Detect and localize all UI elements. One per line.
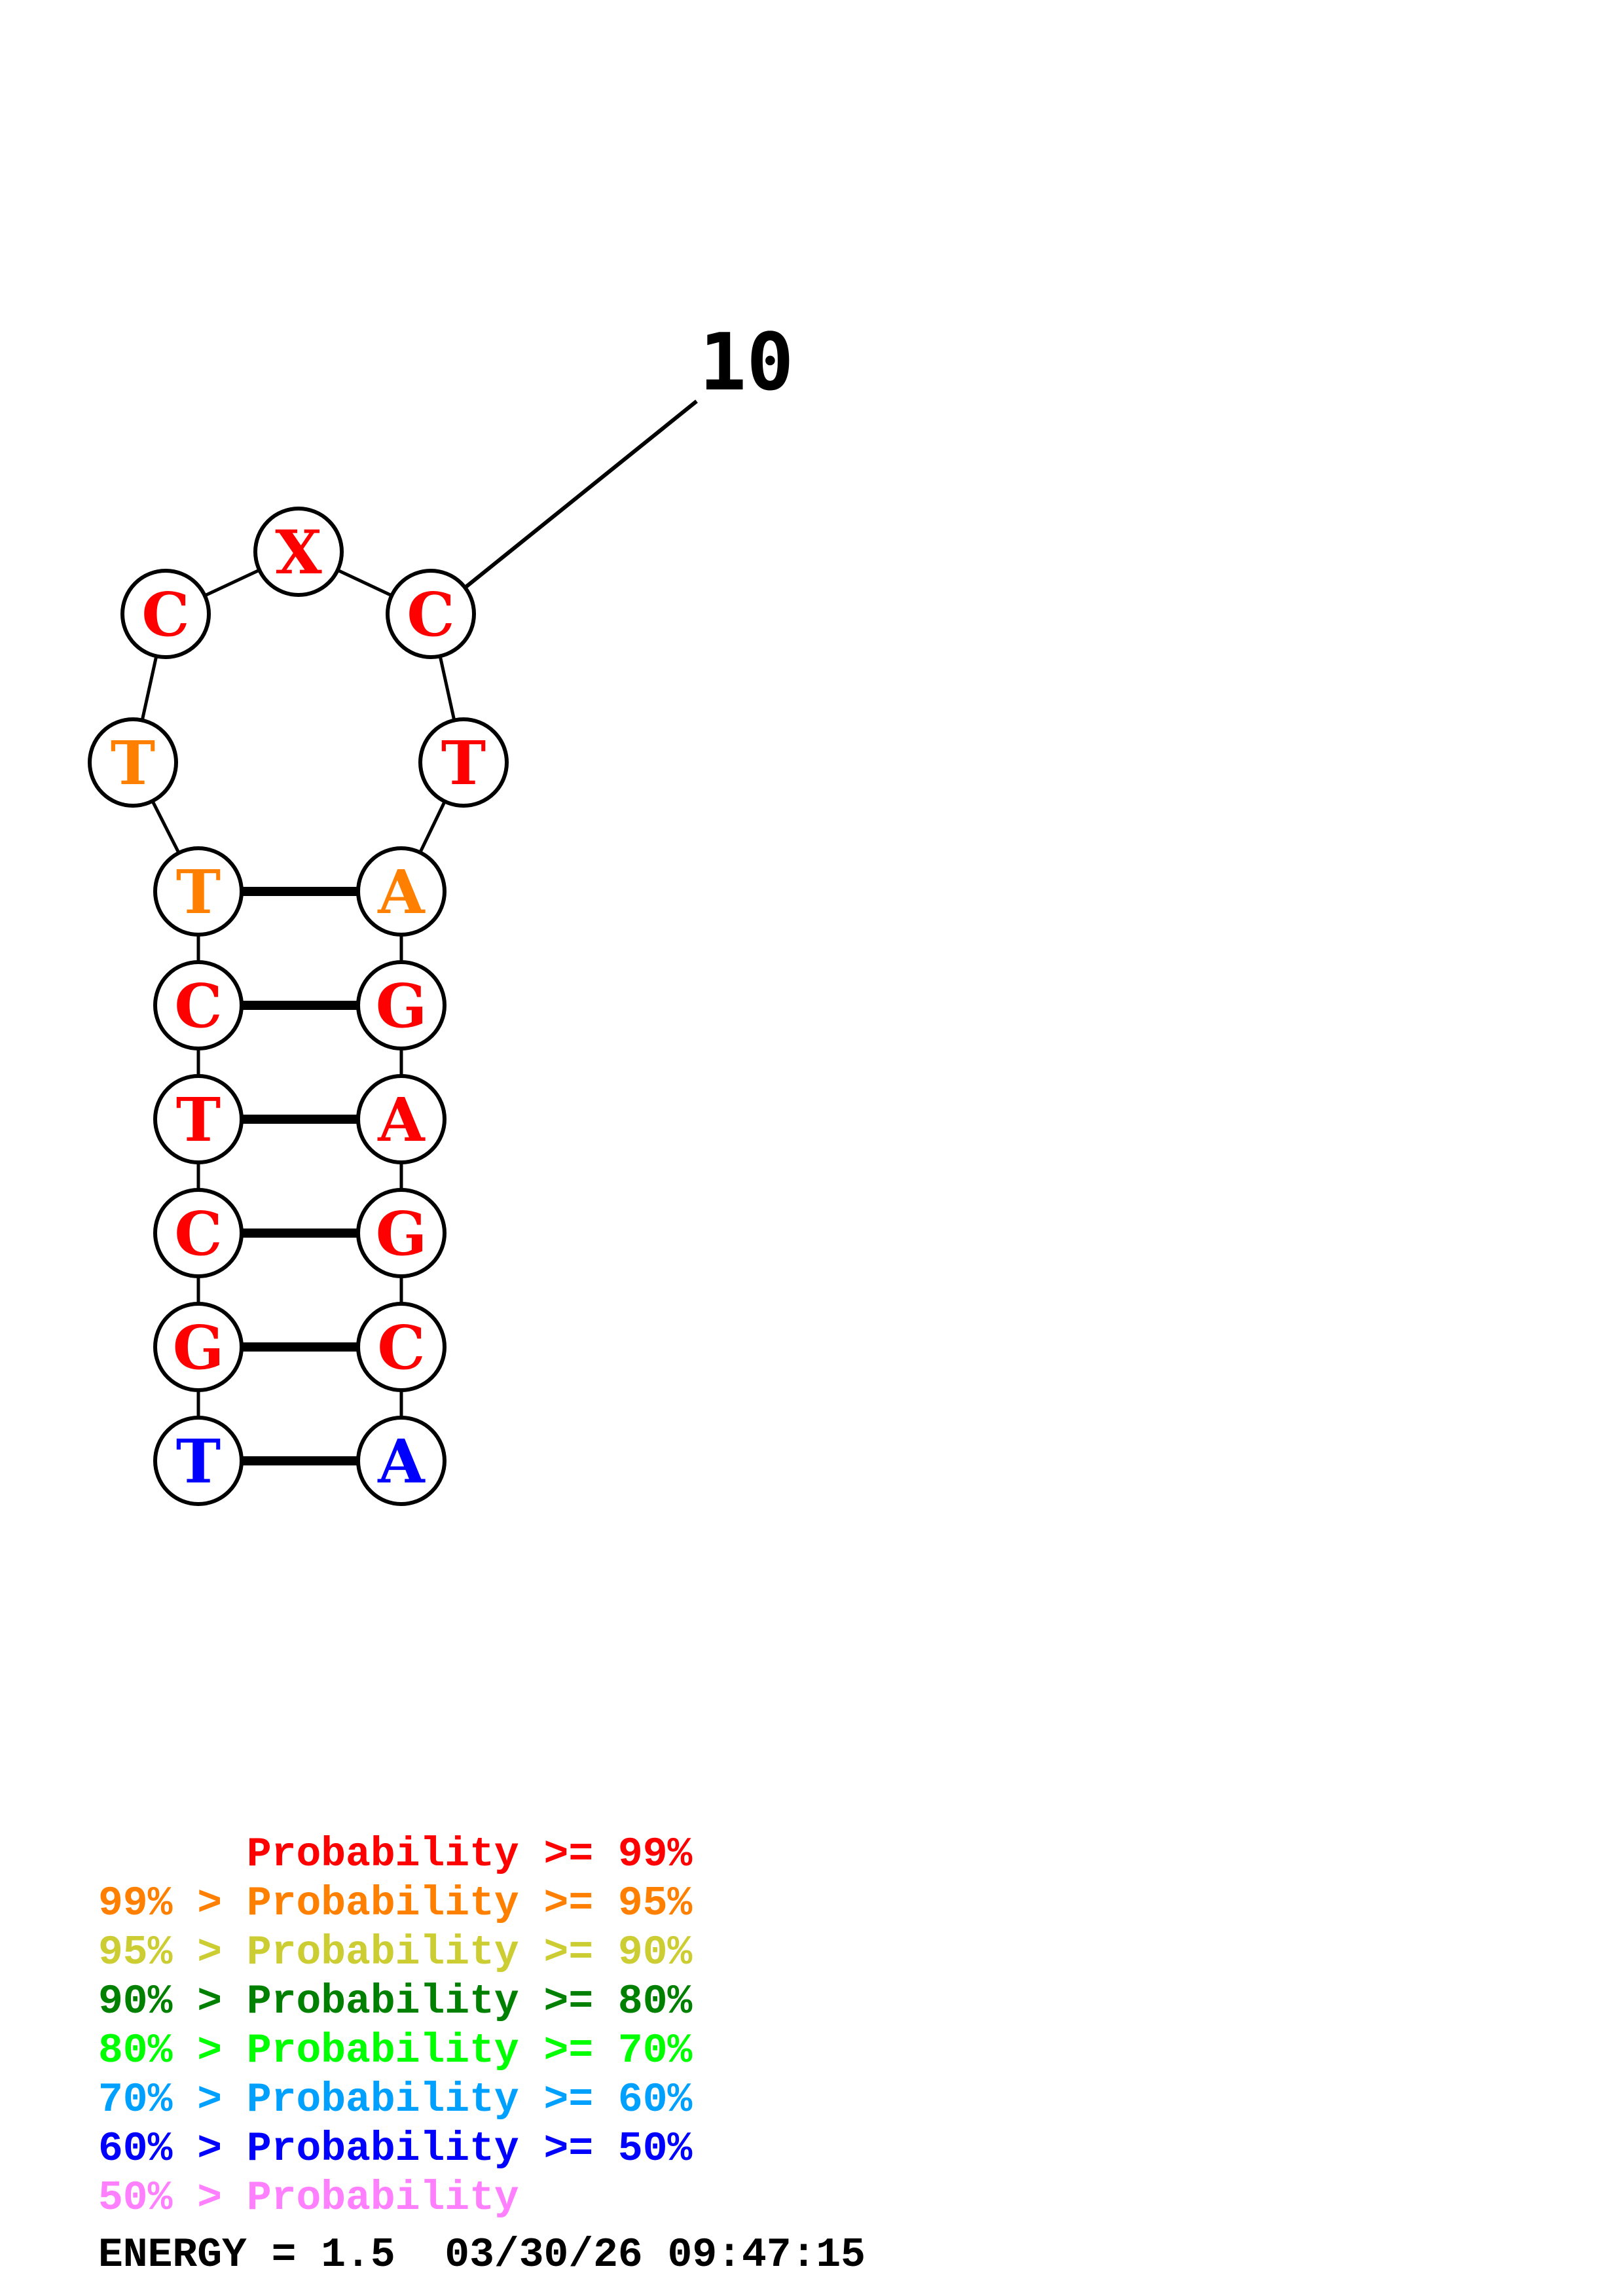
legend-line: 50% > Probability [98,2175,519,2221]
nucleotide-letter: C [141,579,189,650]
nucleotide-node: G [153,1302,244,1392]
nucleotide-circle [356,1188,447,1278]
legend-line: Probability >= 99% [98,1831,693,1878]
nucleotide-letter: A [377,857,426,927]
index-label-10: 10 [699,317,794,408]
nucleotide-node: X [253,507,344,597]
legend-line: 90% > Probability >= 80% [98,1979,693,2025]
nucleotide-letter: T [441,728,486,798]
nucleotide-letter: C [174,971,222,1041]
nucleotide-letter: C [377,1312,425,1383]
nucleotide-circle [253,507,344,597]
nucleotide-letter: G [376,971,428,1041]
base-pair-layer [242,887,358,1465]
nucleotide-circle [386,569,476,659]
nucleotide-circle [356,1416,447,1506]
nucleotide-circle [153,846,244,937]
nucleotide-letter: T [176,1426,221,1497]
nucleotide-letter: T [176,857,221,927]
nucleotide-circle [153,1302,244,1392]
nucleotide-node: T [88,717,178,808]
nucleotide-letter: A [377,1426,426,1497]
nucleotide-circle [153,960,244,1050]
energy-line: ENERGY = 1.5 03/30/26 09:47:15 [98,2232,866,2278]
probability-legend: Probability >= 99%99% > Probability >= 9… [98,1831,693,2221]
nucleotide-node: G [356,960,447,1050]
nucleotide-node: T [153,1074,244,1164]
nucleotide-letter: A [377,1085,426,1155]
legend-line: 95% > Probability >= 90% [98,1929,693,1976]
nucleotide-node: A [356,846,447,937]
nucleotide-circle [153,1188,244,1278]
nucleotide-node: T [153,846,244,937]
nucleotide-circle [153,1074,244,1164]
nucleotide-letter: T [176,1085,221,1155]
legend-line: 60% > Probability >= 50% [98,2126,693,2172]
nucleotide-node: C [153,1188,244,1278]
nucleotide-letter: G [173,1312,225,1383]
nucleotide-node: A [356,1074,447,1164]
legend-line: 80% > Probability >= 70% [98,2028,693,2074]
legend-line: 99% > Probability >= 95% [98,1880,693,1927]
nucleotide-letter: G [376,1198,428,1269]
nucleotide-circle [120,569,211,659]
nucleotide-node: C [356,1302,447,1392]
index-tick-line [464,399,698,590]
nucleotide-node: T [153,1416,244,1506]
nucleotide-circle [153,1416,244,1506]
nucleotide-circle [356,846,447,937]
nucleotide-node: C [153,960,244,1050]
nucleotide-letter: T [111,728,155,798]
nucleotide-circle [356,1302,447,1392]
nucleotide-circle [356,1074,447,1164]
legend-line: 70% > Probability >= 60% [98,2077,693,2123]
nucleotide-circle [418,717,509,808]
nucleotide-circle [88,717,178,808]
nucleotide-letter: X [275,517,322,588]
nucleotide-circle [356,960,447,1050]
nucleotide-node: T [418,717,509,808]
nucleotide-node: A [356,1416,447,1506]
nucleotide-node: G [356,1188,447,1278]
nucleotide-letter: C [407,579,454,650]
nucleotide-node: C [386,569,476,659]
nucleotide-node: C [120,569,211,659]
nucleotide-letter: C [174,1198,222,1269]
